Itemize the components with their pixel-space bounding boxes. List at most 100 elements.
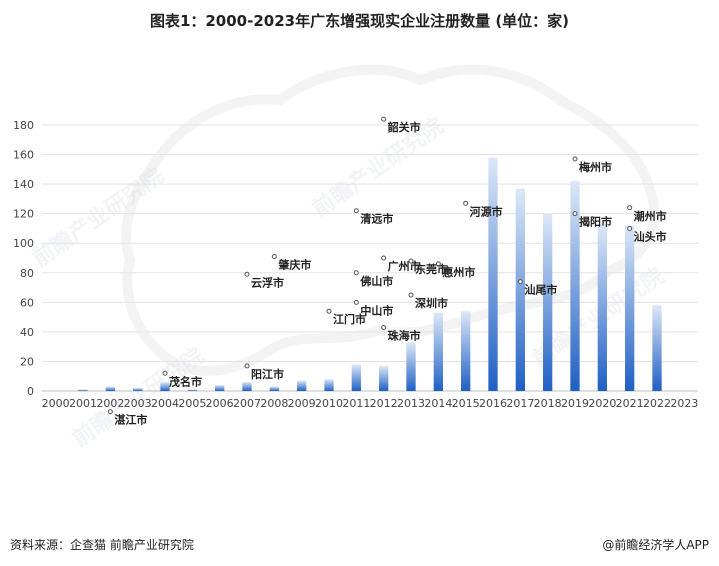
city-label: 珠海市 — [388, 328, 421, 342]
city-label: 梅州市 — [579, 160, 612, 174]
x-tick-label: 2009 — [288, 397, 316, 410]
y-tick-label: 100 — [13, 237, 34, 250]
y-tick-label: 120 — [13, 208, 34, 221]
chart-title: 图表1：2000-2023年广东增强现实企业注册数量 (单位：家) — [149, 12, 570, 30]
y-tick-label: 140 — [13, 178, 34, 191]
city-marker — [517, 279, 523, 285]
city-marker — [572, 156, 578, 162]
bar-2018 — [543, 213, 553, 391]
y-tick-label: 20 — [20, 355, 34, 368]
city-marker — [107, 409, 113, 415]
x-tick-label: 2006 — [206, 397, 234, 410]
bar-2017 — [515, 188, 525, 391]
bar-2011 — [351, 364, 361, 391]
bar-2014 — [433, 312, 443, 391]
bar-2022 — [652, 305, 662, 391]
x-tick-label: 2017 — [506, 397, 534, 410]
x-tick-label: 2023 — [670, 397, 698, 410]
city-marker — [627, 225, 633, 231]
x-tick-label: 2010 — [315, 397, 343, 410]
city-marker — [162, 370, 168, 376]
city-label: 阳江市 — [251, 367, 284, 381]
x-tick-label: 2015 — [452, 397, 480, 410]
city-label: 佛山市 — [359, 274, 393, 288]
bar-2002 — [105, 386, 115, 391]
x-tick-label: 2022 — [643, 397, 671, 410]
x-tick-label: 2007 — [233, 397, 261, 410]
bar-2008 — [269, 386, 279, 391]
city-label: 湛江市 — [114, 413, 147, 427]
y-tick-label: 180 — [13, 119, 34, 132]
city-label: 韶关市 — [388, 120, 421, 134]
city-marker — [353, 270, 359, 276]
x-tick-label: 2012 — [370, 397, 398, 410]
x-tick-label: 2014 — [424, 397, 452, 410]
bar-2013 — [406, 342, 416, 391]
city-marker — [353, 299, 359, 305]
city-label: 潮州市 — [634, 209, 667, 223]
city-label: 深圳市 — [415, 296, 448, 310]
bar-2001 — [78, 389, 88, 391]
y-tick-label: 40 — [20, 326, 34, 339]
x-tick-label: 2020 — [588, 397, 616, 410]
city-marker — [381, 324, 387, 330]
x-tick-label: 2003 — [124, 397, 152, 410]
x-tick-label: 2016 — [479, 397, 507, 410]
city-label: 茂名市 — [169, 374, 202, 388]
bar-2010 — [324, 379, 334, 391]
y-tick-label: 80 — [20, 267, 34, 280]
y-tick-label: 160 — [13, 149, 34, 162]
city-marker — [627, 205, 633, 211]
bar-2009 — [297, 380, 307, 391]
x-tick-label: 2002 — [96, 397, 124, 410]
city-marker — [381, 116, 387, 122]
city-marker — [271, 254, 277, 260]
city-label: 汕头市 — [634, 229, 667, 243]
bar-2020 — [597, 224, 607, 391]
x-tick-label: 2004 — [151, 397, 179, 410]
city-label: 江门市 — [333, 312, 366, 326]
bar-2016 — [488, 157, 498, 391]
x-tick-label: 2001 — [69, 397, 97, 410]
city-label: 东莞市 — [415, 262, 448, 276]
x-tick-label: 2018 — [534, 397, 562, 410]
x-tick-label: 2000 — [42, 397, 70, 410]
bar-2006 — [215, 385, 225, 391]
bar-2015 — [461, 311, 471, 391]
bar-2012 — [379, 365, 389, 391]
city-label: 云浮市 — [251, 275, 284, 289]
city-label: 河源市 — [470, 204, 503, 218]
city-marker — [408, 292, 414, 298]
city-marker — [381, 255, 387, 261]
city-marker — [326, 308, 332, 314]
city-label: 清远市 — [360, 212, 393, 226]
x-tick-label: 2005 — [178, 397, 206, 410]
x-tick-label: 2008 — [260, 397, 288, 410]
x-tick-label: 2011 — [342, 397, 370, 410]
city-marker — [244, 363, 250, 369]
city-marker — [408, 258, 414, 264]
bar-2005 — [187, 389, 197, 391]
bar-2007 — [242, 382, 252, 391]
x-tick-label: 2013 — [397, 397, 425, 410]
x-tick-label: 2019 — [561, 397, 589, 410]
city-label: 汕尾市 — [524, 283, 557, 297]
guangdong-map-outline — [121, 64, 660, 376]
city-marker — [353, 208, 359, 214]
city-label: 肇庆市 — [277, 258, 311, 272]
city-label: 揭阳市 — [579, 215, 612, 229]
brand-note: @前瞻经济学人APP — [602, 538, 709, 552]
city-marker — [463, 200, 469, 206]
city-marker — [244, 271, 250, 277]
bar-2003 — [133, 388, 143, 391]
y-tick-label: 60 — [20, 296, 34, 309]
city-marker — [572, 211, 578, 217]
x-tick-label: 2021 — [616, 397, 644, 410]
y-tick-label: 0 — [27, 385, 34, 398]
city-marker — [435, 261, 441, 267]
city-label: 中山市 — [360, 303, 393, 317]
source-note: 资料来源：企查猫 前瞻产业研究院 — [10, 538, 194, 552]
bar-2004 — [160, 382, 170, 391]
bar-2019 — [570, 181, 580, 391]
